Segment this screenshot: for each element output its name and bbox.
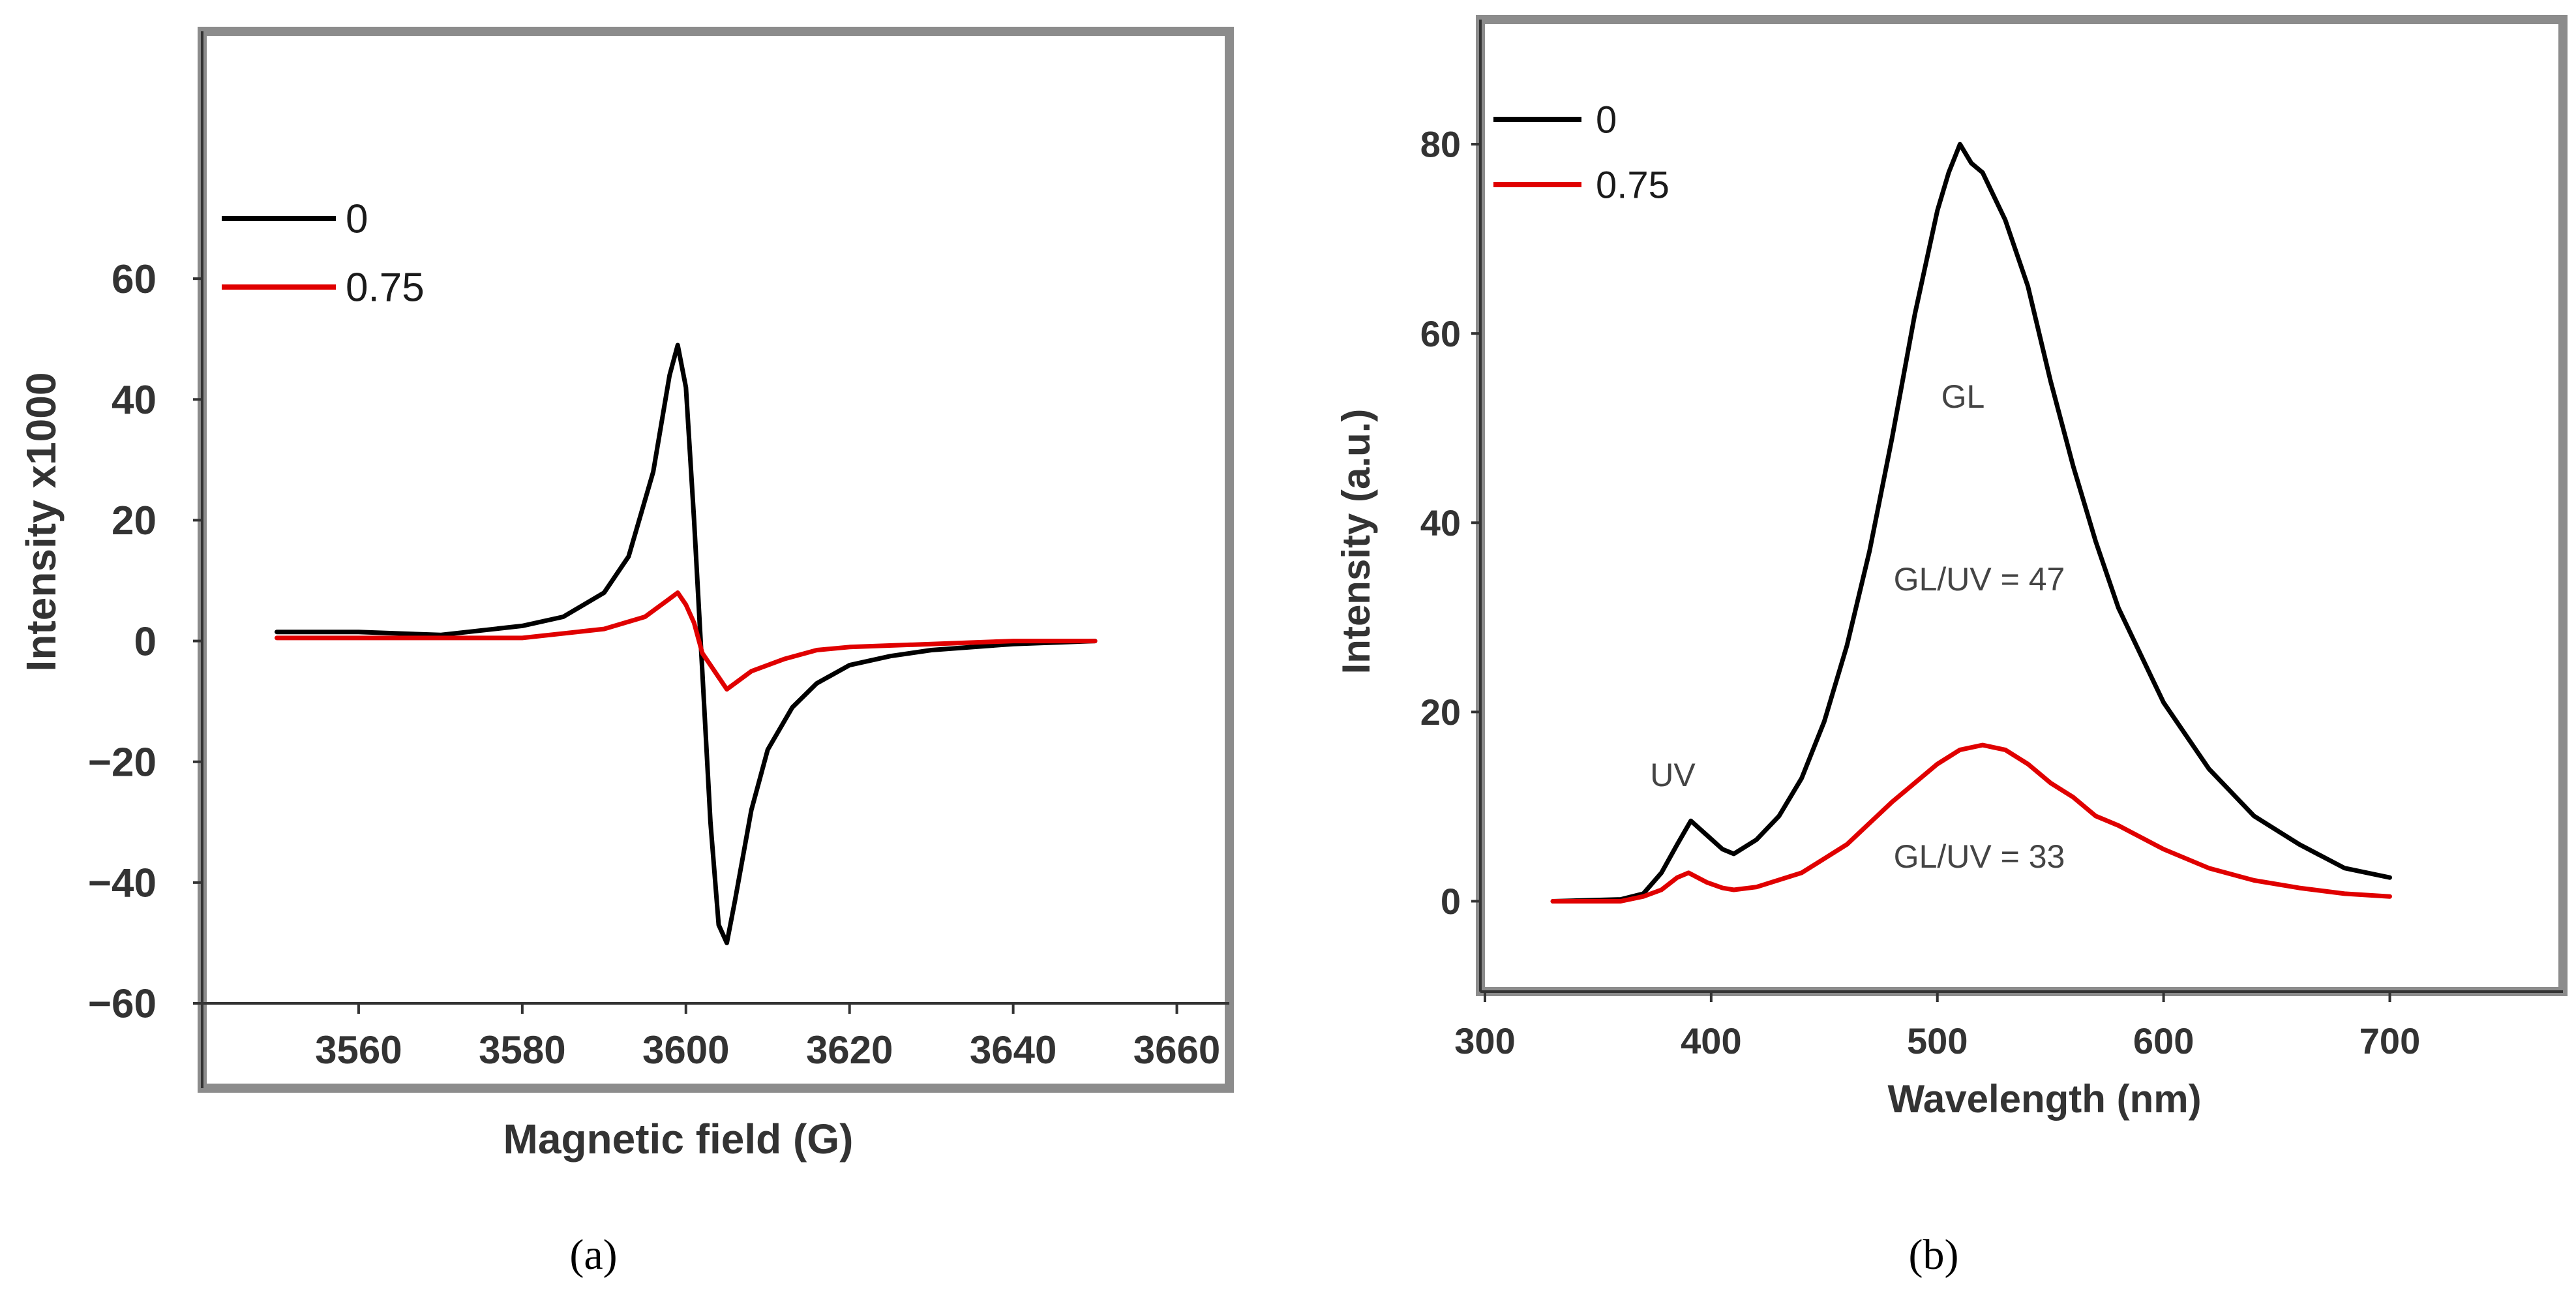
panel-caption-a: (a) [569,1231,617,1279]
x-tick-label-a: 3620 [806,1028,893,1072]
legend-label-a-1: 0.75 [346,266,425,311]
x-tick-label-a: 3660 [1133,1028,1220,1072]
y-tick-label-a: 20 [112,498,157,543]
x-tick-label-b: 300 [1454,1020,1515,1061]
series-line-a-x075 [275,590,1098,692]
annotation-b-0: GL [1941,378,1985,415]
y-tick-label-a: −40 [88,861,157,906]
x-tick-label-a: 3600 [642,1028,729,1072]
annotation-b-2: UV [1650,757,1696,793]
y-tick-label-b: 80 [1420,124,1461,165]
series-line-a-x0 [275,342,1098,945]
y-tick-label-a: −20 [88,740,157,785]
x-tick-label-b: 600 [2133,1020,2194,1061]
y-axis-title-a: Intensity x1000 [18,373,65,672]
y-tick-label-a: 0 [134,619,157,664]
panel-caption-b: (b) [1909,1231,1959,1279]
plot-frame-a [198,27,1234,1093]
x-tick-label-a: 3560 [315,1028,402,1072]
y-axis-title-b: Intensity (a.u.) [1334,409,1378,675]
x-axis-title-a: Magnetic field (G) [503,1116,854,1163]
x-tick-label-a: 3580 [479,1028,565,1072]
y-tick-label-a: 60 [112,257,157,302]
y-tick-label-b: 20 [1420,692,1461,733]
legend-label-b-0: 0 [1596,99,1617,141]
series-line-b-x075 [1550,742,2392,904]
y-tick-label-a: −60 [88,982,157,1027]
annotation-b-1: GL/UV = 47 [1894,561,2065,598]
y-tick-label-b: 0 [1441,881,1461,922]
y-tick-label-b: 60 [1420,313,1461,354]
x-tick-label-b: 400 [1681,1020,1741,1061]
x-tick-label-a: 3640 [970,1028,1056,1072]
x-axis-title-b: Wavelength (nm) [1887,1077,2201,1121]
legend-label-b-1: 0.75 [1596,164,1670,206]
annotation-b-3: GL/UV = 33 [1894,838,2065,875]
legend-label-a-0: 0 [346,197,368,242]
x-tick-label-b: 700 [2359,1020,2420,1061]
y-tick-label-a: 40 [112,378,157,423]
x-tick-label-b: 500 [1907,1020,1968,1061]
y-tick-label-b: 40 [1420,502,1461,543]
series-line-b-x0 [1550,142,2392,904]
